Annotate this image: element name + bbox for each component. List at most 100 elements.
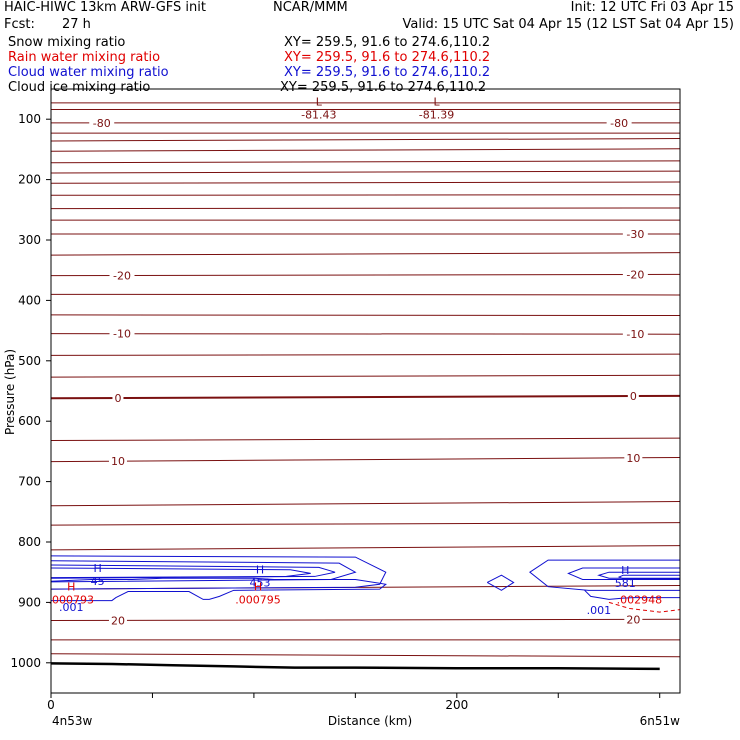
rain-water-contours xyxy=(608,601,681,613)
isotherm-label-bg xyxy=(627,390,639,403)
extremum-value: 45 xyxy=(91,575,105,588)
rain-water-contour xyxy=(608,601,681,613)
extremum-mark: H xyxy=(621,564,629,577)
isotherm-line xyxy=(50,545,681,551)
x-tick-label: 0 xyxy=(47,698,55,712)
extremum-value: -81.39 xyxy=(419,108,454,121)
extremum-mark: H xyxy=(254,580,262,593)
isotherm-label: 20 xyxy=(111,614,125,627)
isotherm-line xyxy=(50,138,681,142)
isotherm-line xyxy=(50,181,681,184)
cloud-water-contour xyxy=(597,571,680,579)
extremum-value: .000793 xyxy=(49,593,95,606)
extremum-mark: H xyxy=(94,562,102,575)
y-tick-label: 900 xyxy=(18,595,41,609)
y-tick-label: 500 xyxy=(18,354,41,368)
y-tick-label: 800 xyxy=(18,535,41,549)
x-axis-label: Distance (km) xyxy=(328,714,412,728)
isotherm-line xyxy=(50,456,681,463)
isotherm-label-bg xyxy=(109,327,135,340)
extremum-mark: L xyxy=(433,95,440,108)
isotherm-line xyxy=(50,333,681,335)
extremum-mark: H xyxy=(67,580,75,593)
forecast-hour: 27 h xyxy=(62,17,91,32)
extremum-value: 581 xyxy=(615,577,636,590)
isotherm-line xyxy=(50,394,681,400)
isotherm-label-bg xyxy=(622,227,648,240)
isotherm-label: -20 xyxy=(626,269,644,282)
y-axis-label: Pressure (hPa) xyxy=(3,349,17,435)
isotherm-label-bg xyxy=(112,391,124,404)
temperature-contours xyxy=(50,102,681,658)
cloud-water-contour xyxy=(50,577,387,602)
isotherm-label: 10 xyxy=(111,455,125,468)
cloud-water-contour xyxy=(50,555,387,590)
valid-time: Valid: 15 UTC Sat 04 Apr 15 (12 LST Sat … xyxy=(402,17,734,32)
isotherm-label: -10 xyxy=(626,328,644,341)
isotherm-line xyxy=(50,273,681,277)
right-endpoint-label: 6n51w xyxy=(640,714,681,728)
isotherm-line xyxy=(50,618,681,622)
extremum-mark: H xyxy=(256,563,264,576)
cloud-water-contour xyxy=(529,559,680,591)
isotherm-label: -80 xyxy=(610,117,628,130)
isotherm-line xyxy=(50,353,681,356)
isotherm-label: -80 xyxy=(93,117,111,130)
center-label: NCAR/MMM xyxy=(273,0,348,15)
isotherm-line xyxy=(50,194,681,196)
isotherm-label-bg xyxy=(624,613,643,626)
y-tick-label: 400 xyxy=(18,293,41,307)
cloud-water-contour xyxy=(50,560,357,583)
cloud-water-contour xyxy=(567,567,680,580)
isotherm-label-bg xyxy=(108,614,127,627)
isotherm-label-bg xyxy=(622,328,648,341)
isotherm-label: 0 xyxy=(630,390,637,403)
x-tick-label: 200 xyxy=(445,698,468,712)
isotherm-label: -10 xyxy=(113,328,131,341)
plot-frame xyxy=(50,88,681,694)
cloud-water-contour xyxy=(617,574,680,580)
extremum-value: .000795 xyxy=(235,593,281,606)
model-title: HAIC-HIWC 13km ARW-GFS init xyxy=(4,0,206,15)
isotherm-line xyxy=(50,148,681,152)
y-tick-label: 300 xyxy=(18,233,41,247)
y-tick-label: 200 xyxy=(18,173,41,187)
isotherm-line xyxy=(50,293,681,296)
isotherm-label-bg xyxy=(606,116,632,129)
isotherm-label-bg xyxy=(624,451,643,464)
isotherm-line xyxy=(50,437,681,442)
field-cloudwater-xy: XY= 259.5, 91.6 to 274.6,110.2 xyxy=(284,65,491,80)
isotherm-label-bg xyxy=(108,455,127,468)
forecast-label: Fcst: xyxy=(4,17,35,32)
isotherm-label: -20 xyxy=(113,269,131,282)
left-endpoint-label: 4n53w xyxy=(52,714,93,728)
y-tick-label: 600 xyxy=(18,414,41,428)
cloud-water-contour xyxy=(50,567,311,579)
isotherm-line xyxy=(50,501,681,507)
isotherm-line xyxy=(50,160,681,164)
y-tick-label: 100 xyxy=(18,112,41,126)
field-cloudice-label: Cloud ice mixing ratio xyxy=(8,80,151,95)
isotherm-line xyxy=(50,653,681,658)
field-snow-xy: XY= 259.5, 91.6 to 274.6,110.2 xyxy=(284,35,491,50)
cloud-water-contour xyxy=(584,589,680,600)
isotherm-line xyxy=(50,374,681,378)
extremum-value: 453 xyxy=(249,576,270,589)
isotherm-line xyxy=(50,207,681,210)
field-snow-label: Snow mixing ratio xyxy=(8,35,126,50)
terrain-line xyxy=(50,662,660,671)
isotherm-label: 20 xyxy=(626,613,640,626)
extremum-value: .001 xyxy=(587,604,612,617)
extremum-value: .002948 xyxy=(617,593,663,606)
extremum-value: .001 xyxy=(59,601,84,614)
isotherm-line xyxy=(50,314,681,316)
isotherm-label: -30 xyxy=(626,228,644,241)
terrain-surface xyxy=(50,662,660,671)
extremum-value: -81.43 xyxy=(301,108,336,121)
y-tick-label: 1000 xyxy=(10,656,41,670)
field-rain-label: Rain water mixing ratio xyxy=(8,50,161,65)
cloud-water-contours xyxy=(50,555,680,602)
